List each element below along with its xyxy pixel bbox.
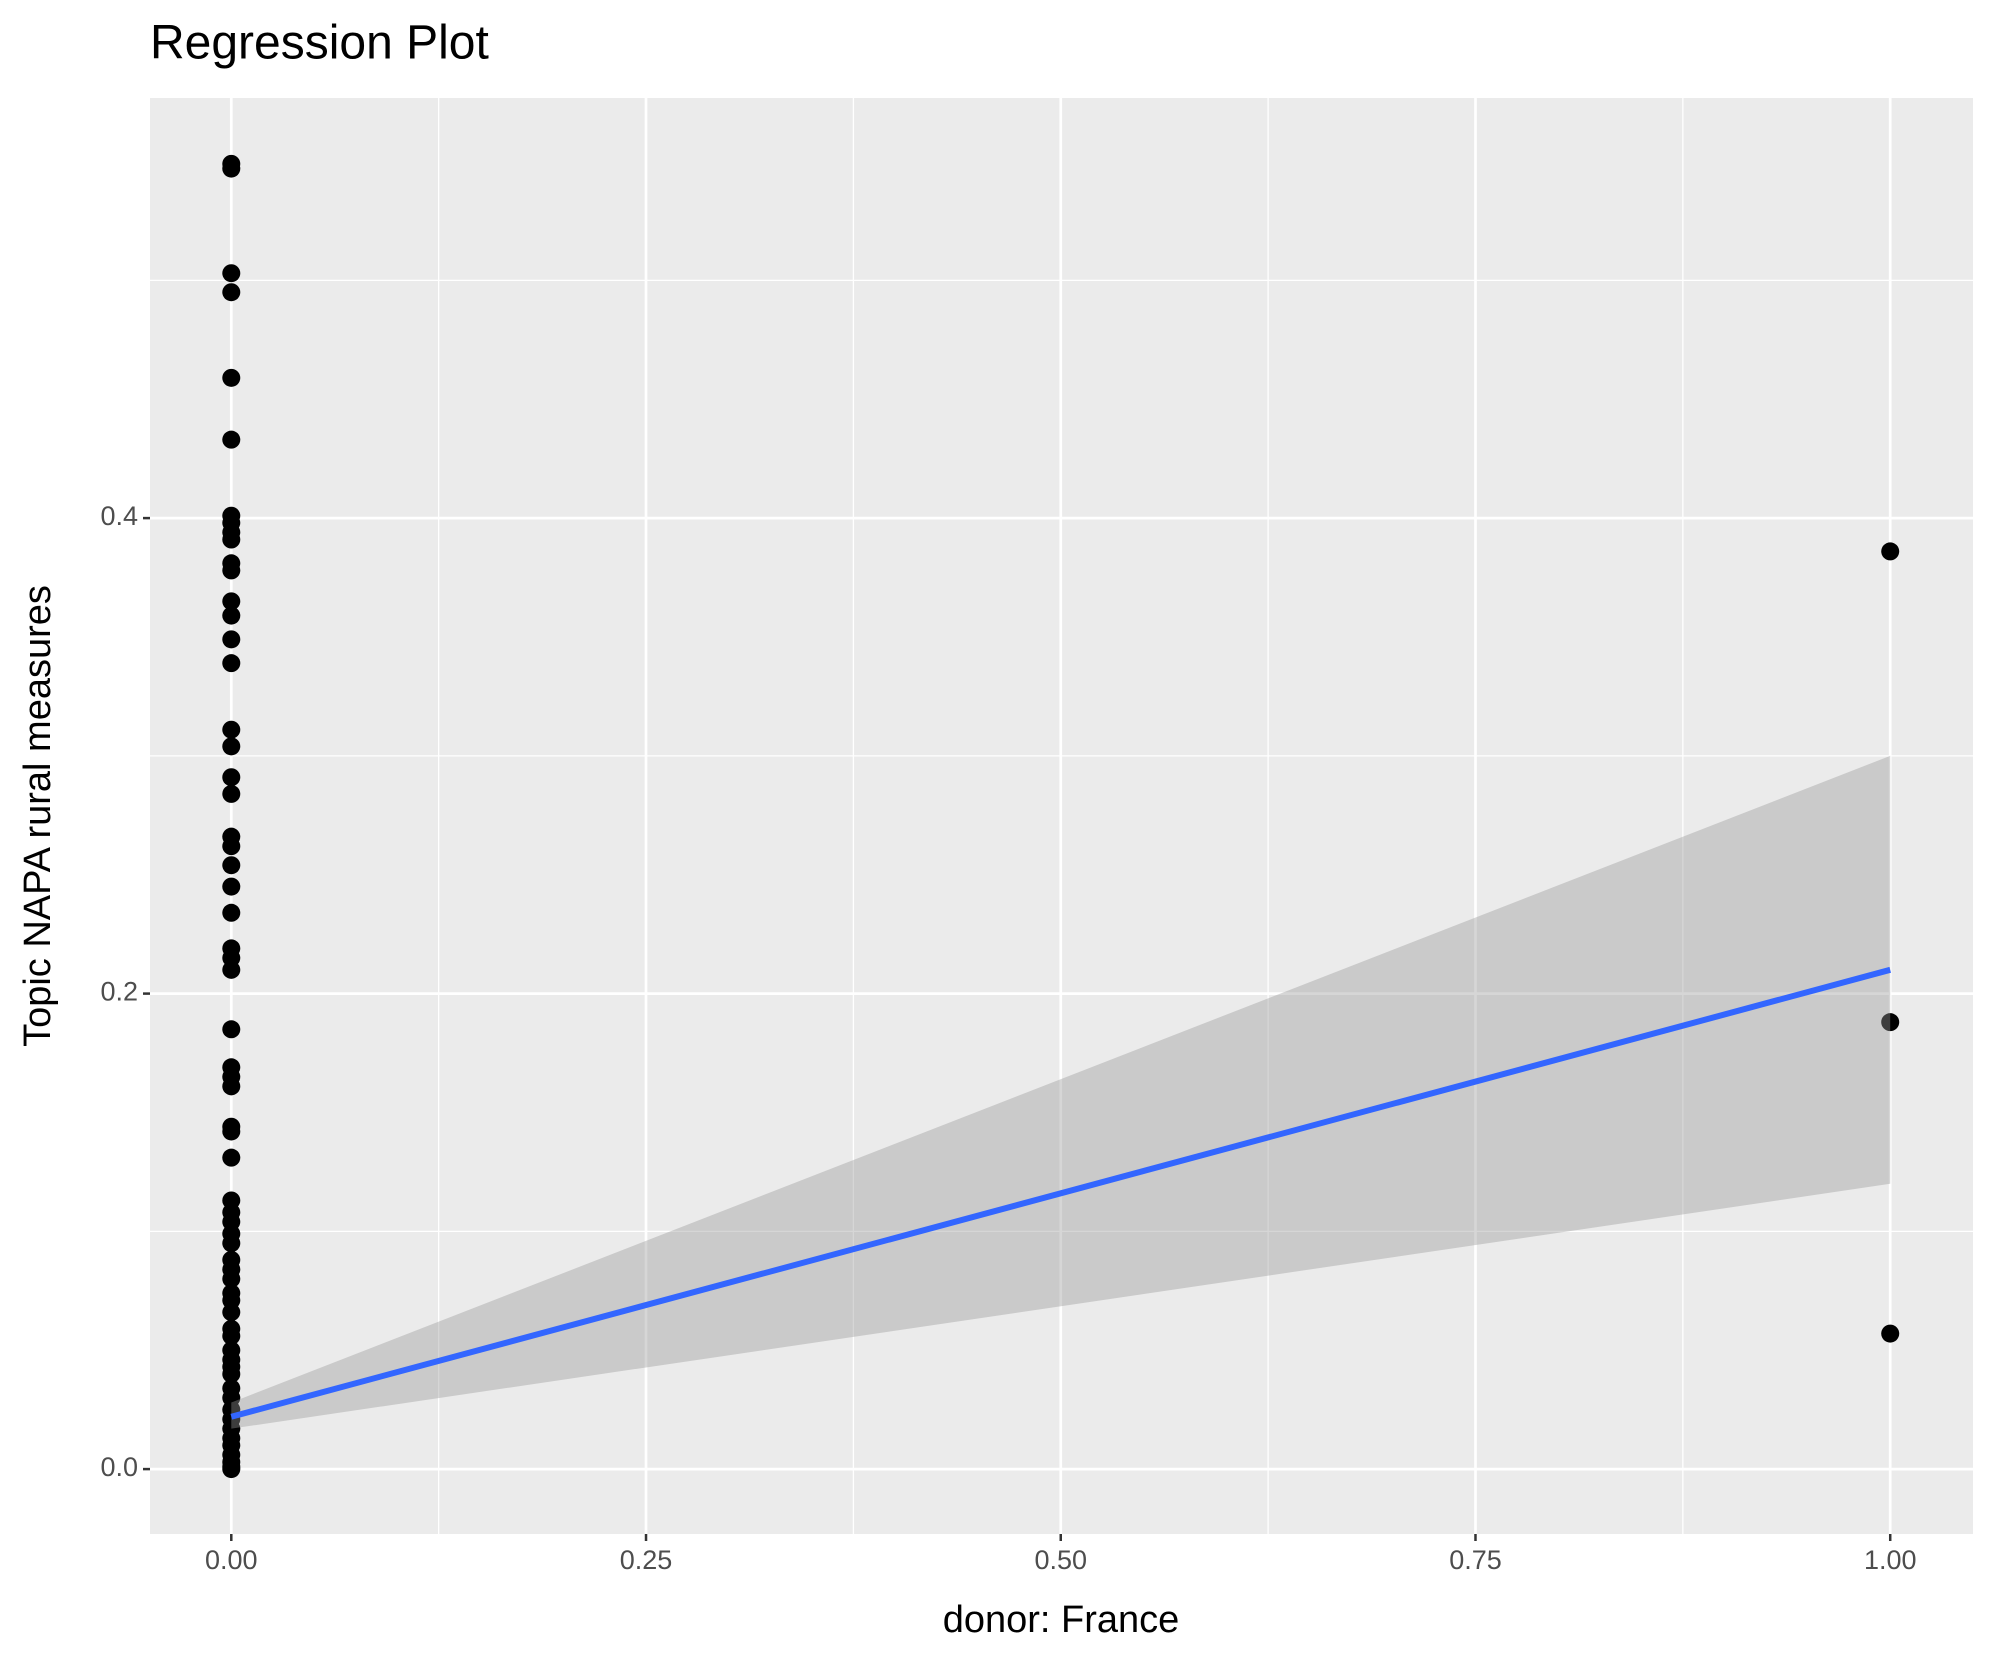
point <box>222 1234 241 1253</box>
point <box>222 1460 241 1479</box>
point <box>222 1269 241 1288</box>
point <box>222 1020 241 1039</box>
y-tick-label: 0.2 <box>100 977 138 1007</box>
x-tick-label: 0.75 <box>1449 1545 1502 1575</box>
point <box>222 1303 241 1322</box>
point <box>222 159 241 178</box>
point <box>222 561 241 580</box>
point <box>222 283 241 302</box>
point <box>222 1326 241 1345</box>
point <box>1881 1324 1900 1343</box>
point <box>222 856 241 875</box>
point <box>222 768 241 787</box>
y-tick-label: 0.4 <box>100 501 138 531</box>
y-axis-title: Topic NAPA rural measures <box>17 585 59 1047</box>
confidence-band <box>231 755 1891 1429</box>
point <box>222 837 241 856</box>
point <box>222 1148 241 1167</box>
y-tick-label: 0.0 <box>100 1452 138 1482</box>
point <box>222 1122 241 1141</box>
point <box>222 903 241 922</box>
regression-line <box>230 966 1891 1420</box>
point <box>222 606 241 625</box>
point <box>222 530 241 549</box>
point <box>222 630 241 649</box>
x-tick-label: 1.00 <box>1864 1545 1917 1575</box>
chart-title: Regression Plot <box>150 17 489 70</box>
point <box>222 264 241 283</box>
point <box>222 737 241 756</box>
point <box>222 592 241 611</box>
x-axis-title: donor: France <box>943 1599 1180 1641</box>
point <box>222 960 241 979</box>
point <box>222 430 241 449</box>
x-tick-label: 0.25 <box>620 1545 673 1575</box>
point <box>222 368 241 387</box>
point <box>222 654 241 673</box>
point <box>222 720 241 739</box>
x-tick-label: 0.50 <box>1034 1545 1087 1575</box>
x-tick-label: 0.00 <box>205 1545 258 1575</box>
point <box>222 1077 241 1096</box>
point <box>222 1364 241 1383</box>
point <box>222 784 241 803</box>
point <box>1881 1013 1900 1032</box>
point <box>222 877 241 896</box>
point <box>1881 542 1900 561</box>
